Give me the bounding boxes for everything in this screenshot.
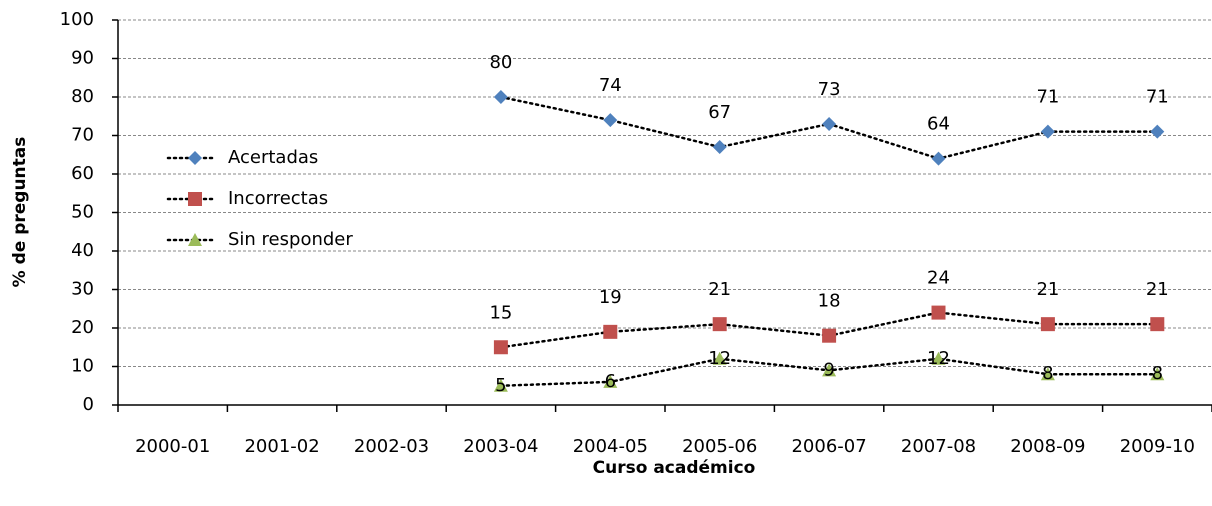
data-label: 21 — [708, 279, 731, 300]
y-tick-label: 0 — [83, 394, 94, 415]
y-tick-label: 30 — [71, 279, 94, 300]
data-label: 64 — [927, 114, 950, 135]
legend-label: Acertadas — [228, 147, 318, 168]
x-tick-label: 2003-04 — [463, 436, 538, 457]
data-label: 18 — [818, 291, 841, 312]
marker — [1150, 367, 1165, 381]
x-tick-label: 2005-06 — [682, 436, 757, 457]
marker — [493, 90, 508, 104]
y-tick-label: 100 — [60, 9, 94, 30]
data-label: 71 — [1036, 87, 1059, 108]
marker — [712, 140, 727, 155]
legend-marker — [188, 151, 202, 165]
data-label: 19 — [599, 287, 622, 308]
y-tick-label: 60 — [71, 163, 94, 184]
x-tick-label: 2009-10 — [1120, 436, 1195, 457]
data-label: 5 — [495, 375, 506, 396]
marker — [822, 328, 837, 343]
marker — [712, 317, 727, 332]
data-label: 12 — [927, 348, 950, 369]
marker — [1040, 367, 1055, 381]
legend-label: Sin responder — [228, 229, 353, 250]
marker — [931, 351, 946, 365]
legend-label: Incorrectas — [228, 188, 328, 209]
y-tick-label: 70 — [71, 125, 94, 146]
y-tick-label: 40 — [71, 240, 94, 261]
legend-marker — [188, 192, 202, 206]
y-axis-title: % de preguntas — [10, 137, 30, 288]
data-label: 80 — [489, 52, 512, 73]
marker — [822, 363, 837, 377]
data-label: 8 — [1152, 363, 1163, 384]
data-label: 21 — [1036, 279, 1059, 300]
y-tick-label: 10 — [71, 356, 94, 377]
x-axis-title: Curso académico — [593, 458, 756, 478]
data-label: 67 — [708, 102, 731, 123]
x-tick-label: 2004-05 — [573, 436, 648, 457]
marker — [1040, 124, 1055, 139]
x-tick-label: 2006-07 — [791, 436, 866, 457]
data-label: 15 — [489, 302, 512, 323]
x-tick-label: 2000-01 — [135, 436, 210, 457]
data-label: 24 — [927, 268, 950, 289]
y-tick-label: 50 — [71, 202, 94, 223]
data-label: 73 — [818, 79, 841, 100]
y-tick-label: 20 — [71, 317, 94, 338]
marker — [1040, 317, 1055, 332]
y-tick-label: 90 — [71, 48, 94, 69]
marker — [931, 305, 946, 320]
marker — [493, 378, 508, 392]
x-tick-label: 2008-09 — [1010, 436, 1085, 457]
marker — [1150, 124, 1165, 139]
marker — [493, 340, 508, 355]
data-label: 8 — [1042, 363, 1053, 384]
marker — [603, 324, 618, 339]
x-tick-label: 2001-02 — [244, 436, 319, 457]
y-tick-label: 80 — [71, 86, 94, 107]
marker — [1150, 317, 1165, 332]
data-label: 71 — [1146, 87, 1169, 108]
x-tick-label: 2002-03 — [354, 436, 429, 457]
data-label: 74 — [599, 75, 622, 96]
data-label: 21 — [1146, 279, 1169, 300]
marker — [822, 116, 837, 131]
x-tick-label: 2007-08 — [901, 436, 976, 457]
legend-marker — [188, 233, 202, 246]
data-label: 12 — [708, 348, 731, 369]
marker — [931, 151, 946, 166]
data-label: 9 — [823, 359, 834, 380]
marker — [603, 113, 618, 128]
marker — [712, 351, 727, 365]
marker — [603, 374, 618, 388]
data-label: 6 — [605, 371, 616, 392]
